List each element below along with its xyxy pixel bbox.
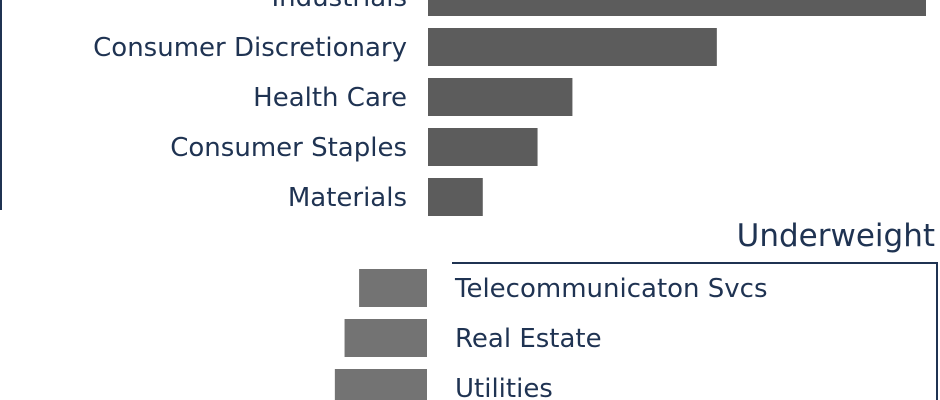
underweight-frame-line: [452, 262, 938, 400]
overweight-panel: Industrials Consumer Discretionary Health …: [0, 0, 926, 216]
label-industrials: Industrials: [272, 0, 407, 13]
bar-health-care: [428, 78, 573, 116]
underweight-panel: Underweight Telecommunicaton Svcs Real Est…: [334, 218, 938, 400]
bar-telecommunicaton-svcs: [359, 269, 427, 307]
underweight-title: Underweight: [737, 218, 935, 254]
label-materials: Materials: [288, 183, 407, 213]
bar-materials: [428, 178, 483, 216]
label-consumer-staples: Consumer Staples: [170, 133, 407, 163]
label-consumer-discretionary: Consumer Discretionary: [93, 33, 407, 63]
label-real-estate: Real Estate: [455, 324, 602, 354]
bar-consumer-discretionary: [428, 28, 717, 66]
label-health-care: Health Care: [253, 83, 407, 113]
bar-utilities: [334, 369, 427, 400]
label-utilities: Utilities: [455, 374, 553, 400]
bar-industrials: [428, 0, 926, 16]
label-telecommunicaton-svcs: Telecommunicaton Svcs: [454, 274, 768, 304]
bar-consumer-staples: [428, 128, 538, 166]
bar-real-estate: [344, 319, 427, 357]
